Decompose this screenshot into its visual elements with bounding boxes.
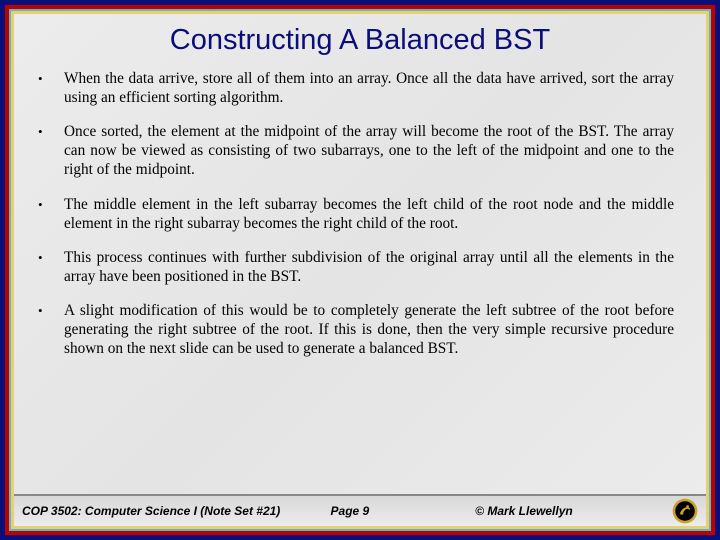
bullet-text: A slight modification of this would be t… [64, 301, 674, 358]
bullet-marker: • [38, 248, 64, 286]
bullet-item: • This process continues with further su… [38, 248, 674, 286]
slide-footer: COP 3502: Computer Science I (Note Set #… [14, 494, 706, 526]
bullet-marker: • [38, 301, 64, 358]
footer-author: © Mark Llewellyn [475, 504, 668, 518]
slide-title: Constructing A Balanced BST [14, 14, 706, 63]
bullet-marker: • [38, 122, 64, 179]
bullet-list: • When the data arrive, store all of the… [14, 63, 706, 494]
bullet-text: The middle element in the left subarray … [64, 195, 674, 233]
bullet-text: When the data arrive, store all of them … [64, 69, 674, 107]
bullet-marker: • [38, 195, 64, 233]
slide-frame-outer: Constructing A Balanced BST • When the d… [0, 0, 720, 540]
bullet-item: • Once sorted, the element at the midpoi… [38, 122, 674, 179]
bullet-item: • A slight modification of this would be… [38, 301, 674, 358]
bullet-item: • When the data arrive, store all of the… [38, 69, 674, 107]
bullet-marker: • [38, 69, 64, 107]
footer-course: COP 3502: Computer Science I (Note Set #… [22, 504, 331, 518]
footer-page: Page 9 [331, 504, 476, 518]
bullet-item: • The middle element in the left subarra… [38, 195, 674, 233]
ucf-pegasus-logo-icon [672, 498, 698, 524]
bullet-text: Once sorted, the element at the midpoint… [64, 122, 674, 179]
slide-frame-red: Constructing A Balanced BST • When the d… [5, 5, 715, 535]
slide-content: Constructing A Balanced BST • When the d… [14, 14, 706, 526]
slide-frame-cyan: Constructing A Balanced BST • When the d… [9, 9, 711, 531]
slide-frame-yellow: Constructing A Balanced BST • When the d… [11, 11, 709, 529]
bullet-text: This process continues with further subd… [64, 248, 674, 286]
